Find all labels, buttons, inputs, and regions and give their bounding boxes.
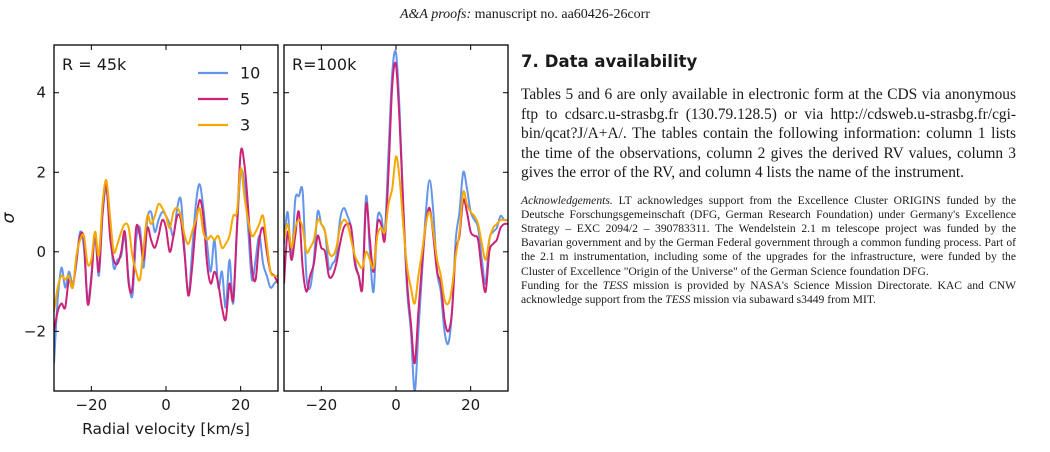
panel-label: R=100k [292, 55, 357, 74]
y-axis-label: σ [0, 211, 19, 223]
x-tick-label: −20 [76, 396, 108, 414]
x-tick-label: 0 [161, 396, 171, 414]
x-tick-label: 20 [231, 396, 250, 414]
section-title: Data availability [544, 52, 698, 71]
data-availability-text: Tables 5 and 6 are only available in ele… [521, 86, 1016, 181]
series-line-5 [54, 147, 278, 332]
acknowledgements: Acknowledgements. LT acknowledges suppor… [521, 194, 1016, 308]
series-line-3 [54, 167, 278, 312]
tess-mission-name: TESS [665, 292, 691, 306]
tess-mission-name: TESS [602, 278, 628, 292]
running-head: A&A proofs: manuscript no. aa60426-26cor… [0, 7, 1050, 23]
panel-label: R = 45k [62, 55, 127, 74]
x-tick-label: −20 [306, 396, 338, 414]
funding-text-b: mission is provided by NASA's Science Mi… [521, 278, 1017, 306]
series-line-5 [284, 61, 508, 365]
series-line-3 [284, 155, 508, 306]
legend-label-5: 5 [240, 90, 250, 109]
acknowledgements-paragraph-1: Acknowledgements. LT acknowledges suppor… [521, 194, 1016, 279]
right-column: 7. Data availability Tables 5 and 6 are o… [521, 52, 1016, 307]
legend-label-3: 3 [240, 116, 250, 135]
section-heading: 7. Data availability [521, 52, 1016, 71]
x-axis-label: Radial velocity [km/s] [82, 420, 250, 438]
acknowledgements-paragraph-2: Funding for the TESS mission is provided… [521, 279, 1016, 307]
x-tick-label: 0 [391, 396, 401, 414]
y-tick-label: −2 [24, 322, 46, 340]
funding-text-a: Funding for the [521, 278, 603, 292]
y-tick-label: 2 [36, 163, 46, 181]
y-tick-label: 4 [36, 84, 46, 102]
legend-label-10: 10 [240, 64, 260, 83]
x-tick-label: 20 [461, 396, 480, 414]
y-tick-label: 0 [36, 243, 46, 261]
acknowledgements-text: LT acknowledges support from the Excelle… [521, 193, 1016, 278]
funding-text-c: mission via subaward s3449 from MIT. [690, 292, 876, 306]
acknowledgements-label: Acknowledgements. [521, 193, 613, 207]
manuscript-number: manuscript no. aa60426-26corr [474, 7, 650, 22]
journal-name: A&A proofs: [399, 7, 472, 22]
section-number: 7. [521, 52, 539, 71]
